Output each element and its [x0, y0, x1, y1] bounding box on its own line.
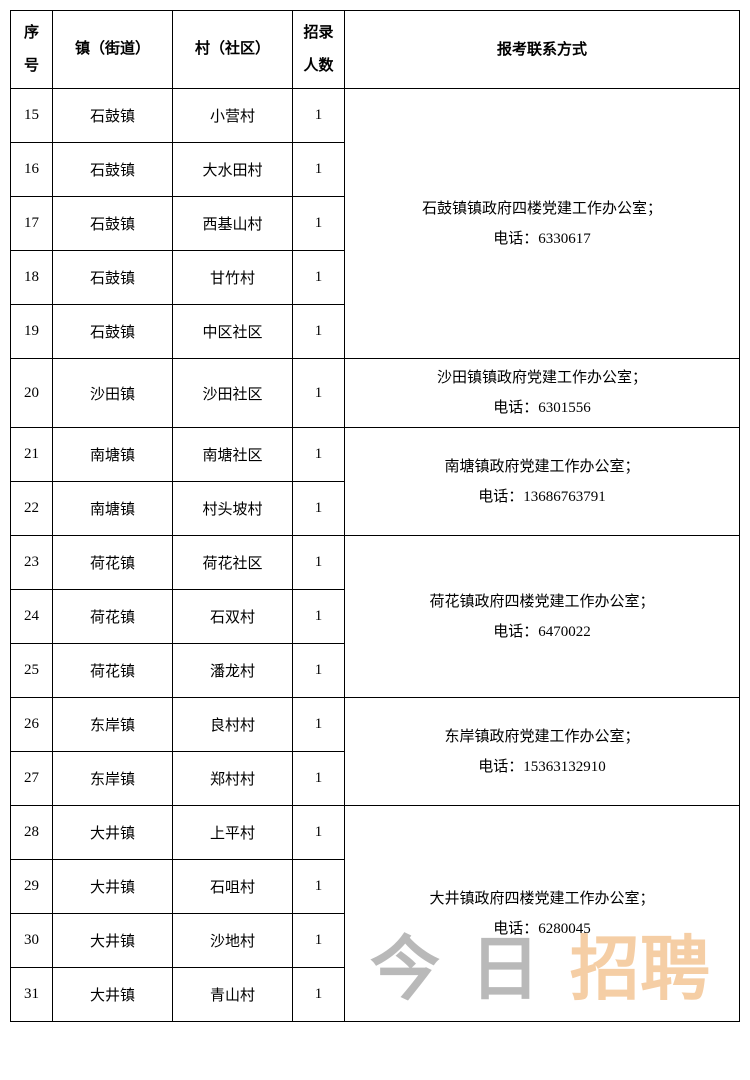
cell-town: 荷花镇	[53, 536, 173, 590]
cell-count: 1	[293, 197, 345, 251]
cell-contact: 大井镇政府四楼党建工作办公室；电话：6280045	[345, 806, 740, 1022]
header-row: 序号 镇（街道） 村（社区） 招录人数 报考联系方式	[11, 11, 740, 89]
cell-contact: 南塘镇政府党建工作办公室；电话：13686763791	[345, 428, 740, 536]
contact-line2: 电话：6280045	[351, 914, 733, 944]
cell-count: 1	[293, 482, 345, 536]
cell-village: 大水田村	[173, 143, 293, 197]
contact-line2: 电话：6470022	[351, 617, 733, 647]
contact-line1: 大井镇政府四楼党建工作办公室；	[351, 884, 733, 914]
cell-town: 东岸镇	[53, 698, 173, 752]
cell-index: 26	[11, 698, 53, 752]
cell-town: 大井镇	[53, 914, 173, 968]
cell-village: 荷花社区	[173, 536, 293, 590]
cell-count: 1	[293, 806, 345, 860]
cell-index: 19	[11, 305, 53, 359]
cell-index: 25	[11, 644, 53, 698]
cell-village: 良村村	[173, 698, 293, 752]
cell-index: 15	[11, 89, 53, 143]
table-row: 20沙田镇沙田社区1沙田镇镇政府党建工作办公室；电话：6301556	[11, 359, 740, 428]
cell-town: 东岸镇	[53, 752, 173, 806]
cell-count: 1	[293, 590, 345, 644]
header-index: 序号	[11, 11, 53, 89]
contact-line1: 石鼓镇镇政府四楼党建工作办公室；	[351, 194, 733, 224]
cell-town: 南塘镇	[53, 482, 173, 536]
cell-town: 石鼓镇	[53, 143, 173, 197]
cell-village: 上平村	[173, 806, 293, 860]
cell-count: 1	[293, 698, 345, 752]
cell-village: 村头坡村	[173, 482, 293, 536]
contact-line2: 电话：6330617	[351, 224, 733, 254]
cell-town: 石鼓镇	[53, 251, 173, 305]
cell-count: 1	[293, 305, 345, 359]
contact-line2: 电话：15363132910	[351, 752, 733, 782]
cell-index: 28	[11, 806, 53, 860]
cell-village: 西基山村	[173, 197, 293, 251]
cell-town: 大井镇	[53, 806, 173, 860]
cell-index: 17	[11, 197, 53, 251]
header-contact: 报考联系方式	[345, 11, 740, 89]
cell-town: 荷花镇	[53, 644, 173, 698]
cell-count: 1	[293, 644, 345, 698]
cell-village: 郑村村	[173, 752, 293, 806]
table-row: 21南塘镇南塘社区1南塘镇政府党建工作办公室；电话：13686763791	[11, 428, 740, 482]
cell-town: 石鼓镇	[53, 89, 173, 143]
cell-index: 23	[11, 536, 53, 590]
cell-contact: 东岸镇政府党建工作办公室；电话：15363132910	[345, 698, 740, 806]
cell-town: 沙田镇	[53, 359, 173, 428]
cell-index: 16	[11, 143, 53, 197]
cell-village: 中区社区	[173, 305, 293, 359]
contact-line2: 电话：6301556	[351, 393, 733, 423]
contact-line1: 东岸镇政府党建工作办公室；	[351, 722, 733, 752]
cell-index: 30	[11, 914, 53, 968]
cell-index: 21	[11, 428, 53, 482]
contact-line1: 荷花镇政府四楼党建工作办公室；	[351, 587, 733, 617]
cell-index: 27	[11, 752, 53, 806]
table-row: 28大井镇上平村1大井镇政府四楼党建工作办公室；电话：6280045	[11, 806, 740, 860]
header-count: 招录人数	[293, 11, 345, 89]
cell-count: 1	[293, 536, 345, 590]
cell-contact: 荷花镇政府四楼党建工作办公室；电话：6470022	[345, 536, 740, 698]
cell-index: 20	[11, 359, 53, 428]
cell-count: 1	[293, 914, 345, 968]
cell-count: 1	[293, 143, 345, 197]
cell-village: 石双村	[173, 590, 293, 644]
cell-index: 31	[11, 968, 53, 1022]
cell-index: 18	[11, 251, 53, 305]
table-row: 23荷花镇荷花社区1荷花镇政府四楼党建工作办公室；电话：6470022	[11, 536, 740, 590]
cell-town: 大井镇	[53, 968, 173, 1022]
table-row: 15石鼓镇小营村1石鼓镇镇政府四楼党建工作办公室；电话：6330617	[11, 89, 740, 143]
cell-village: 甘竹村	[173, 251, 293, 305]
cell-count: 1	[293, 968, 345, 1022]
cell-count: 1	[293, 752, 345, 806]
table-row: 26东岸镇良村村1东岸镇政府党建工作办公室；电话：15363132910	[11, 698, 740, 752]
cell-town: 石鼓镇	[53, 305, 173, 359]
cell-village: 青山村	[173, 968, 293, 1022]
header-town: 镇（街道）	[53, 11, 173, 89]
contact-line2: 电话：13686763791	[351, 482, 733, 512]
cell-index: 29	[11, 860, 53, 914]
header-village: 村（社区）	[173, 11, 293, 89]
cell-count: 1	[293, 428, 345, 482]
cell-village: 沙地村	[173, 914, 293, 968]
cell-village: 沙田社区	[173, 359, 293, 428]
cell-contact: 沙田镇镇政府党建工作办公室；电话：6301556	[345, 359, 740, 428]
cell-village: 潘龙村	[173, 644, 293, 698]
cell-count: 1	[293, 89, 345, 143]
contact-line1: 南塘镇政府党建工作办公室；	[351, 452, 733, 482]
cell-count: 1	[293, 359, 345, 428]
cell-town: 大井镇	[53, 860, 173, 914]
recruitment-table: 序号 镇（街道） 村（社区） 招录人数 报考联系方式 15石鼓镇小营村1石鼓镇镇…	[10, 10, 740, 1022]
cell-village: 石咀村	[173, 860, 293, 914]
cell-town: 石鼓镇	[53, 197, 173, 251]
cell-village: 南塘社区	[173, 428, 293, 482]
cell-village: 小营村	[173, 89, 293, 143]
cell-contact: 石鼓镇镇政府四楼党建工作办公室；电话：6330617	[345, 89, 740, 359]
cell-index: 24	[11, 590, 53, 644]
cell-count: 1	[293, 860, 345, 914]
cell-count: 1	[293, 251, 345, 305]
cell-town: 南塘镇	[53, 428, 173, 482]
cell-town: 荷花镇	[53, 590, 173, 644]
contact-line1: 沙田镇镇政府党建工作办公室；	[351, 363, 733, 393]
cell-index: 22	[11, 482, 53, 536]
